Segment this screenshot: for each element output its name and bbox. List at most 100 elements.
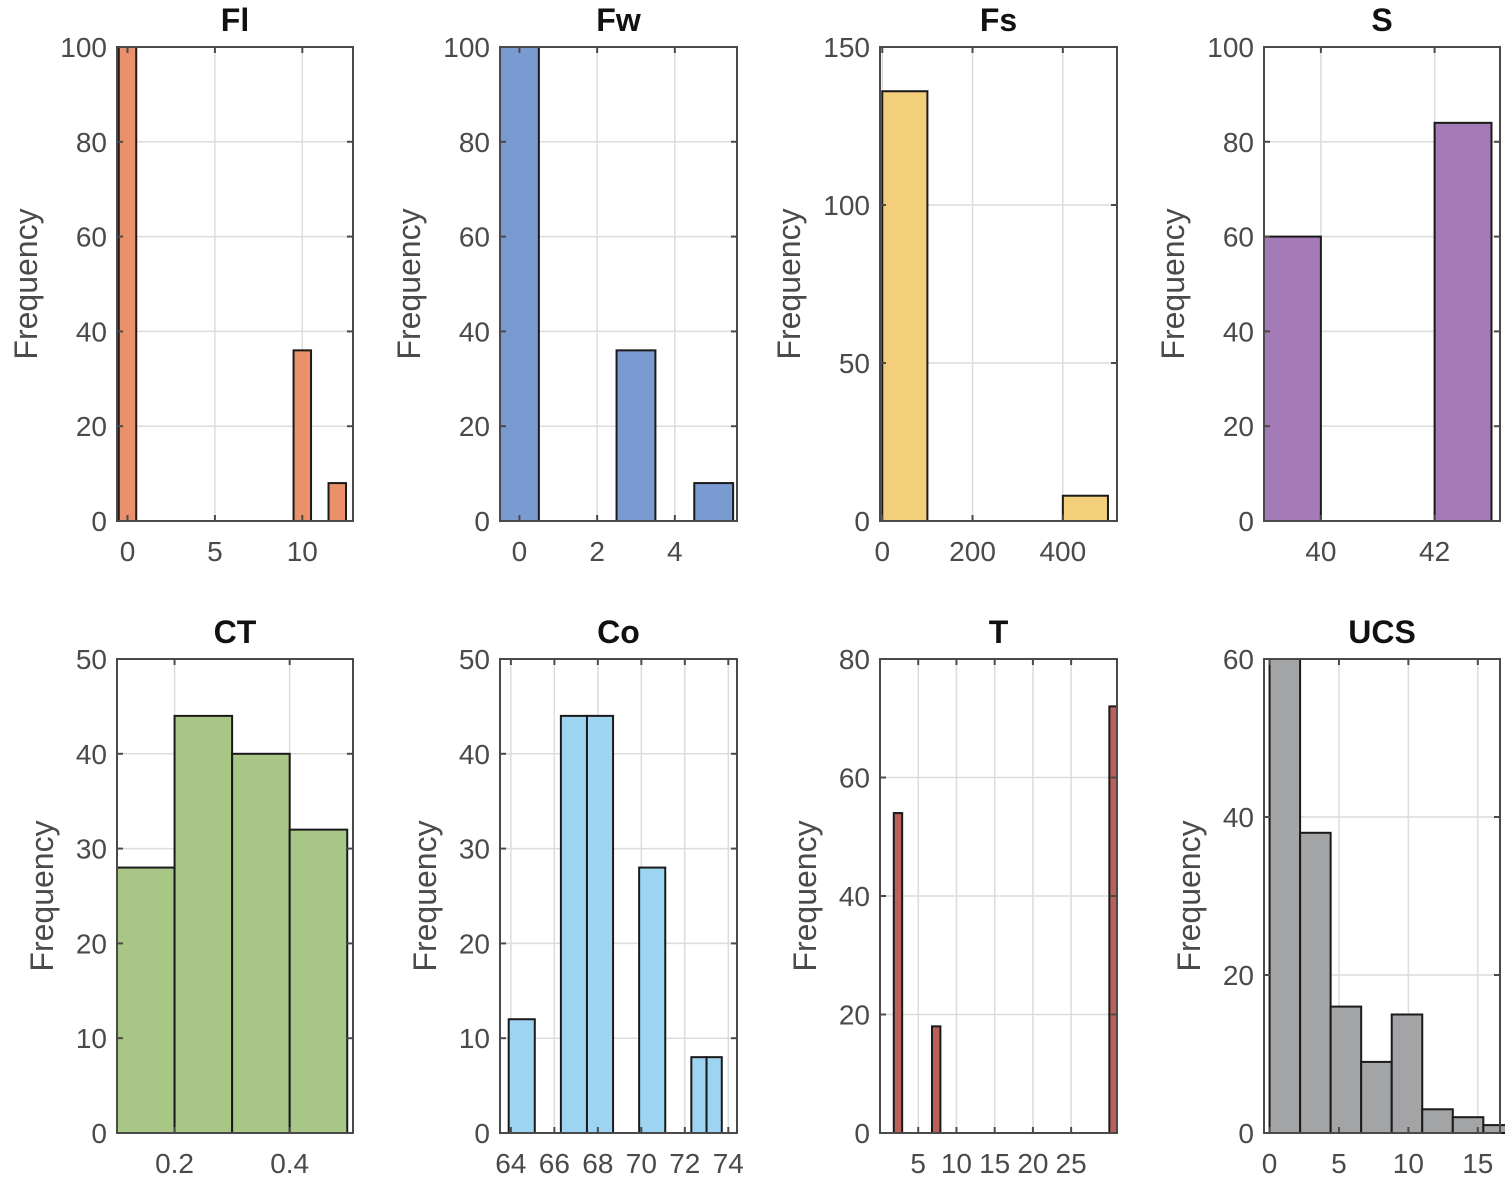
x-tick-label: 5 <box>207 536 223 567</box>
histogram-bar-ct-4 <box>288 828 349 1134</box>
x-tick-label: 72 <box>669 1148 700 1179</box>
x-tick-label: 4 <box>667 536 683 567</box>
x-tick-label: 15 <box>979 1148 1010 1179</box>
x-tick-label: 5 <box>910 1148 926 1179</box>
chart-title-t: T <box>989 614 1009 650</box>
y-tick-label: 100 <box>443 32 490 63</box>
chart-panel-co: 64 66 68 70 72 74 0 10 20 30 40 50 Co Frequency <box>407 614 744 1179</box>
y-tick-label: 40 <box>459 739 490 770</box>
x-tick-label: 10 <box>287 536 318 567</box>
y-tick-label: 80 <box>1223 127 1254 158</box>
y-tick-label: 30 <box>459 834 490 865</box>
histogram-bar-t-1 <box>892 812 904 1134</box>
histogram-bar-co-6 <box>705 1056 723 1135</box>
y-axis-label: Frequency <box>8 208 44 359</box>
histogram-bar-ct-1 <box>116 866 176 1134</box>
chart-panel-ct: 0.2 0.4 0 10 20 30 40 50 CT Frequency <box>24 614 354 1179</box>
y-tick-label: 100 <box>1207 32 1254 63</box>
y-axis-label: Frequency <box>1155 208 1191 359</box>
chart-title-fw: Fw <box>596 2 641 38</box>
x-tick-label: 25 <box>1056 1148 1087 1179</box>
x-tick-label: 10 <box>1393 1148 1424 1179</box>
histogram-bar-fl-3 <box>327 482 348 522</box>
histogram-bar-fl-2 <box>292 349 313 522</box>
y-tick-label: 100 <box>823 190 870 221</box>
y-tick-label: 20 <box>1223 960 1254 991</box>
histogram-bar-ucs-4 <box>1360 1060 1393 1135</box>
x-tick-label: 15 <box>1462 1148 1493 1179</box>
y-tick-label: 30 <box>76 834 107 865</box>
histogram-bar-ucs-8 <box>1482 1124 1505 1134</box>
y-tick-label: 40 <box>1223 802 1254 833</box>
x-tick-label: 70 <box>626 1148 657 1179</box>
x-tick-label: 0.2 <box>155 1148 194 1179</box>
chart-title-fs: Fs <box>980 2 1017 38</box>
y-axis-label: Frequency <box>771 208 807 359</box>
axes-frame <box>1263 658 1501 1134</box>
x-tick-label: 0 <box>120 536 136 567</box>
histogram-bar-ct-3 <box>231 752 291 1134</box>
y-tick-label: 20 <box>76 928 107 959</box>
y-axis-label: Frequency <box>24 820 60 971</box>
x-tick-label: 42 <box>1419 536 1450 567</box>
x-tick-label: 68 <box>582 1148 613 1179</box>
y-axis-label: Frequency <box>787 820 823 971</box>
x-tick-label: 66 <box>539 1148 570 1179</box>
histogram-bar-co-2 <box>559 714 588 1134</box>
y-tick-label: 0 <box>854 1118 870 1149</box>
y-tick-label: 50 <box>459 644 490 675</box>
y-tick-label: 60 <box>1223 644 1254 675</box>
y-tick-label: 10 <box>76 1023 107 1054</box>
axes-frame <box>499 658 738 1134</box>
y-tick-label: 20 <box>1223 411 1254 442</box>
y-tick-label: 0 <box>854 506 870 537</box>
x-tick-label: 400 <box>1039 536 1086 567</box>
histogram-bar-ucs-6 <box>1421 1108 1454 1135</box>
y-tick-label: 20 <box>839 1000 870 1031</box>
y-tick-label: 60 <box>839 763 870 794</box>
y-tick-label: 40 <box>76 316 107 347</box>
x-tick-label: 20 <box>1017 1148 1048 1179</box>
histogram-bar-co-5 <box>690 1056 708 1135</box>
y-tick-label: 60 <box>1223 222 1254 253</box>
histogram-bar-fs-1 <box>881 90 929 523</box>
histogram-bar-ucs-1 <box>1268 658 1302 1134</box>
histogram-bar-s-2 <box>1433 121 1493 522</box>
x-tick-label: 40 <box>1305 536 1336 567</box>
y-tick-label: 80 <box>839 644 870 675</box>
histogram-bar-ucs-3 <box>1329 1005 1363 1134</box>
y-tick-label: 40 <box>1223 316 1254 347</box>
y-tick-label: 0 <box>474 1118 490 1149</box>
axes-frame <box>879 46 1118 522</box>
chart-title-co: Co <box>597 614 640 650</box>
y-tick-label: 60 <box>76 222 107 253</box>
x-tick-label: 64 <box>495 1148 526 1179</box>
x-tick-label: 74 <box>713 1148 744 1179</box>
chart-title-ct: CT <box>214 614 257 650</box>
y-tick-label: 20 <box>76 411 107 442</box>
y-tick-label: 0 <box>1238 506 1254 537</box>
x-tick-label: 2 <box>589 536 605 567</box>
chart-title-s: S <box>1371 2 1392 38</box>
y-tick-label: 40 <box>459 316 490 347</box>
y-tick-label: 80 <box>459 127 490 158</box>
x-tick-label: 0 <box>1262 1148 1278 1179</box>
axes-frame <box>499 46 738 522</box>
y-tick-label: 0 <box>474 506 490 537</box>
histogram-bar-co-3 <box>585 714 615 1134</box>
y-axis-label: Frequency <box>407 820 443 971</box>
chart-title-ucs: UCS <box>1348 614 1416 650</box>
x-tick-label: 10 <box>941 1148 972 1179</box>
axes-frame <box>1263 46 1501 522</box>
chart-title-fl: Fl <box>221 2 249 38</box>
y-tick-label: 10 <box>459 1023 490 1054</box>
axes-frame <box>116 658 354 1134</box>
x-tick-label: 5 <box>1331 1148 1347 1179</box>
histogram-bar-co-1 <box>507 1018 536 1134</box>
histogram-bar-ucs-2 <box>1299 831 1332 1134</box>
y-tick-label: 0 <box>91 1118 107 1149</box>
